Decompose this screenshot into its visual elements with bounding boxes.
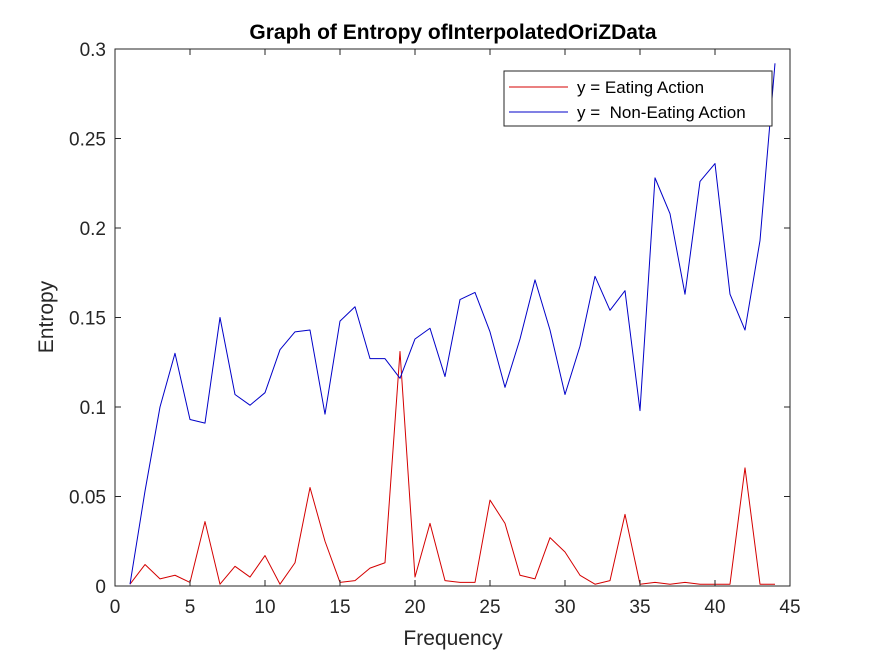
x-tick-label: 10 [254, 597, 275, 618]
y-tick-label: 0.1 [80, 398, 106, 419]
y-tick-label: 0 [95, 577, 106, 598]
x-tick-label: 30 [554, 597, 575, 618]
x-tick-label: 15 [329, 597, 350, 618]
axis-layer: 0 5 10 15 20 25 30 35 40 45 0 0.05 0.1 0.15 0.2 0.25 0.3 [69, 40, 801, 618]
x-tick-label: 35 [629, 597, 650, 618]
legend: y = Eating Action y = Non-Eating Action [503, 70, 773, 127]
y-axis-label: Entropy [35, 280, 58, 353]
y-tick-label: 0.25 [69, 130, 106, 151]
x-tick-label: 0 [110, 597, 121, 618]
series-line-eating [129, 351, 775, 585]
x-tick-label: 25 [479, 597, 500, 618]
series-line-non-eating [129, 63, 776, 585]
plot-area [115, 49, 790, 586]
y-tick-label: 0.05 [69, 488, 106, 509]
x-tick-label: 5 [185, 597, 196, 618]
y-tick-label: 0.3 [80, 40, 106, 61]
y-tick-label: 0.15 [69, 309, 106, 330]
series-layer [129, 63, 776, 585]
x-axis-label: Frequency [403, 627, 503, 650]
y-tick-label: 0.2 [80, 219, 106, 240]
chart-title: Graph of Entropy ofInterpolatedOriZData [249, 21, 657, 44]
legend-label-eating: y = Eating Action [577, 78, 704, 97]
legend-box [503, 70, 773, 127]
x-tick-label: 40 [704, 597, 725, 618]
legend-label-non-eating: y = Non-Eating Action [577, 103, 746, 122]
x-tick-label: 20 [404, 597, 425, 618]
x-tick-label: 45 [779, 597, 800, 618]
